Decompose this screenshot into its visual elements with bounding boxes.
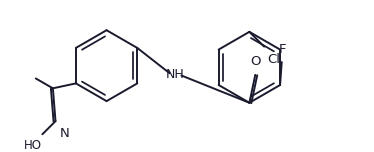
Text: N: N — [60, 127, 70, 140]
Text: F: F — [279, 43, 286, 56]
Text: Cl: Cl — [267, 53, 280, 66]
Text: HO: HO — [24, 139, 42, 152]
Text: NH: NH — [166, 68, 185, 81]
Text: O: O — [251, 55, 261, 68]
